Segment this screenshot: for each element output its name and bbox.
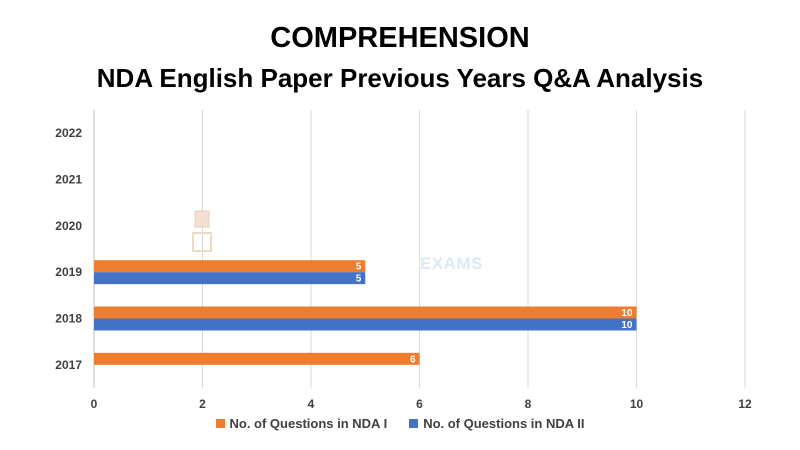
- data-label-2017-series-1: 6: [410, 354, 416, 365]
- chart-subtitle: NDA English Paper Previous Years Q&A Ana…: [96, 63, 704, 93]
- watermark-emblem-top: [194, 210, 210, 228]
- legend: No. of Questions in NDA I No. of Question…: [0, 416, 800, 431]
- legend-label-1: No. of Questions in NDA I: [229, 416, 388, 431]
- bar-2017-series-1: [94, 352, 420, 365]
- y-tick-label-2020: 2020: [55, 219, 82, 233]
- watermark-emblem-bottom: [192, 232, 212, 252]
- legend-item-1: No. of Questions in NDA I: [215, 416, 388, 431]
- x-tick-label-8: 8: [525, 397, 532, 411]
- bar-2018-series-1: [94, 306, 637, 319]
- legend-swatch-1: [215, 419, 225, 428]
- data-label-2019-series-2: 5: [356, 274, 362, 285]
- legend-item-2: No. of Questions in NDA II: [409, 416, 584, 431]
- data-label-2018-series-1: 10: [621, 308, 633, 319]
- x-tick-label-0: 0: [91, 397, 98, 411]
- data-label-2018-series-2: 10: [621, 320, 633, 331]
- legend-label-2: No. of Questions in NDA II: [423, 416, 585, 431]
- legend-swatch-2: [409, 419, 419, 428]
- y-tick-label-2022: 2022: [55, 126, 82, 140]
- bar-2019-series-2: [94, 272, 366, 285]
- x-tick-label-6: 6: [416, 397, 423, 411]
- x-tick-label-10: 10: [630, 397, 644, 411]
- bar-2018-series-2: [94, 318, 637, 331]
- x-tick-label-12: 12: [738, 397, 752, 411]
- y-tick-label-2019: 2019: [55, 265, 82, 279]
- y-tick-label-2017: 2017: [55, 358, 82, 372]
- watermark: EXAMS: [420, 254, 483, 273]
- x-tick-label-2: 2: [199, 397, 206, 411]
- y-tick-label-2021: 2021: [55, 173, 82, 187]
- bar-2019-series-1: [94, 260, 366, 273]
- data-label-2019-series-1: 5: [356, 262, 362, 273]
- x-tick-label-4: 4: [308, 397, 315, 411]
- y-tick-label-2018: 2018: [55, 312, 82, 326]
- chart-title: COMPREHENSION: [270, 22, 530, 54]
